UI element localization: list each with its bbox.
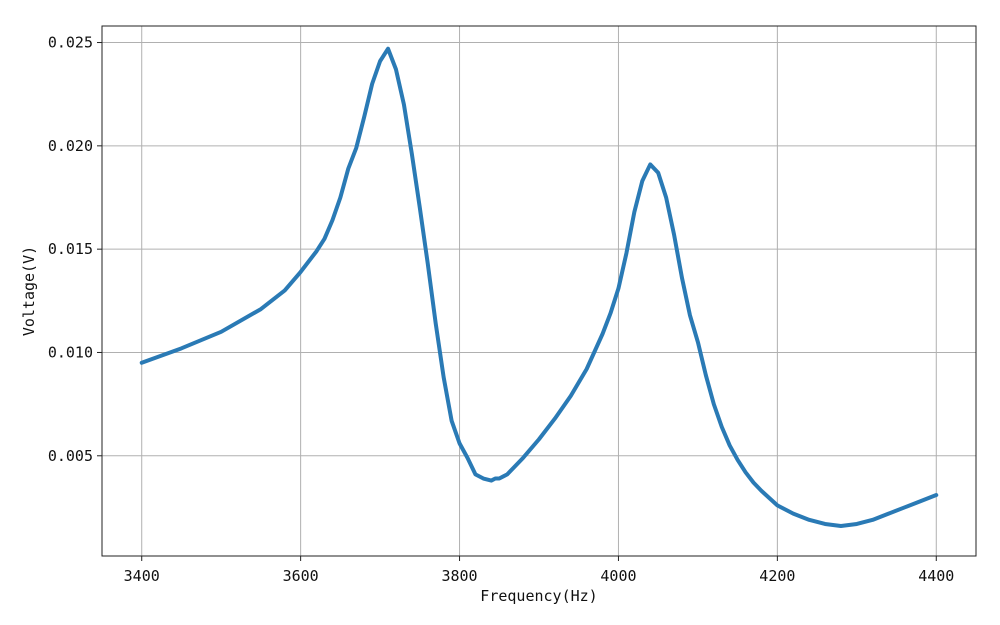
y-tick-label: 0.010 xyxy=(48,343,93,361)
x-tick-label: 3600 xyxy=(283,567,319,585)
y-tick-label: 0.005 xyxy=(48,447,93,465)
y-tick-label: 0.020 xyxy=(48,137,93,155)
series-layer xyxy=(139,46,939,529)
x-tick-label: 3800 xyxy=(441,567,477,585)
x-tick-label: 3400 xyxy=(124,567,160,585)
plot-frame xyxy=(101,25,977,557)
ticks: 3400 3600 3800 4000 4200 4400 0.005 0.010 0.015 0… xyxy=(48,34,954,585)
x-tick-label: 4400 xyxy=(918,567,954,585)
x-tick-label: 4200 xyxy=(759,567,795,585)
series-line-0 xyxy=(139,46,939,529)
x-axis-label: Frequency(Hz) xyxy=(480,587,597,605)
x-tick-label: 4000 xyxy=(600,567,636,585)
grid xyxy=(102,26,976,556)
y-tick-label: 0.025 xyxy=(48,34,93,52)
y-axis-label: Voltage(V) xyxy=(20,246,38,336)
y-tick-label: 0.015 xyxy=(48,240,93,258)
